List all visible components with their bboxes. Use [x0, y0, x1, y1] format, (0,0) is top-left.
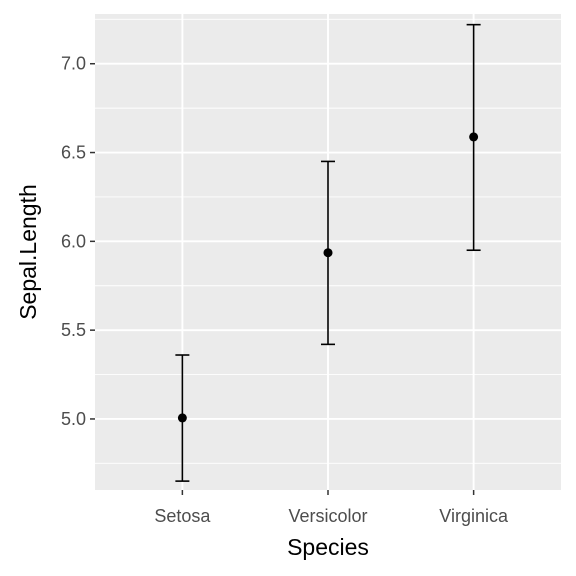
y-tick-label: 6.0	[61, 231, 86, 251]
data-marks	[175, 23, 481, 482]
y-tick-label: 5.0	[61, 409, 86, 429]
y-tick-label: 6.5	[61, 143, 86, 163]
y-tick-label: 5.5	[61, 320, 86, 340]
x-axis-title: Species	[287, 534, 369, 560]
y-axis: 5.0 5.5 6.0 6.5 7.0	[61, 54, 95, 429]
data-point	[469, 132, 479, 142]
x-axis: Setosa Versicolor Virginica	[154, 490, 509, 526]
x-tick-label: Setosa	[154, 506, 211, 526]
y-axis-title: Sepal.Length	[15, 184, 41, 320]
data-point	[177, 413, 187, 423]
grid-major	[95, 14, 561, 490]
data-point	[323, 248, 333, 258]
x-tick-label: Virginica	[439, 506, 509, 526]
x-tick-label: Versicolor	[288, 506, 367, 526]
y-tick-label: 7.0	[61, 54, 86, 74]
